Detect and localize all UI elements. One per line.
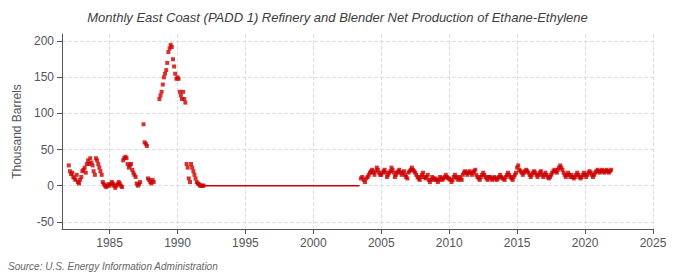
svg-text:2020: 2020 xyxy=(572,236,599,250)
svg-text:2005: 2005 xyxy=(368,236,395,250)
svg-text:0: 0 xyxy=(47,179,54,193)
svg-text:2025: 2025 xyxy=(640,236,667,250)
svg-text:Monthly East Coast (PADD 1) Re: Monthly East Coast (PADD 1) Refinery and… xyxy=(87,10,588,25)
svg-text:Source: U.S. Energy Informatio: Source: U.S. Energy Information Administ… xyxy=(8,261,218,272)
svg-text:2015: 2015 xyxy=(504,236,531,250)
svg-text:-50: -50 xyxy=(37,215,55,229)
svg-text:2010: 2010 xyxy=(436,236,463,250)
svg-text:50: 50 xyxy=(41,143,55,157)
svg-text:2000: 2000 xyxy=(300,236,327,250)
svg-text:1990: 1990 xyxy=(164,236,191,250)
svg-text:1985: 1985 xyxy=(96,236,123,250)
svg-text:200: 200 xyxy=(34,34,54,48)
svg-text:150: 150 xyxy=(34,70,54,84)
svg-text:100: 100 xyxy=(34,106,54,120)
svg-text:Thousand Barrels: Thousand Barrels xyxy=(10,84,24,179)
svg-text:1995: 1995 xyxy=(232,236,259,250)
